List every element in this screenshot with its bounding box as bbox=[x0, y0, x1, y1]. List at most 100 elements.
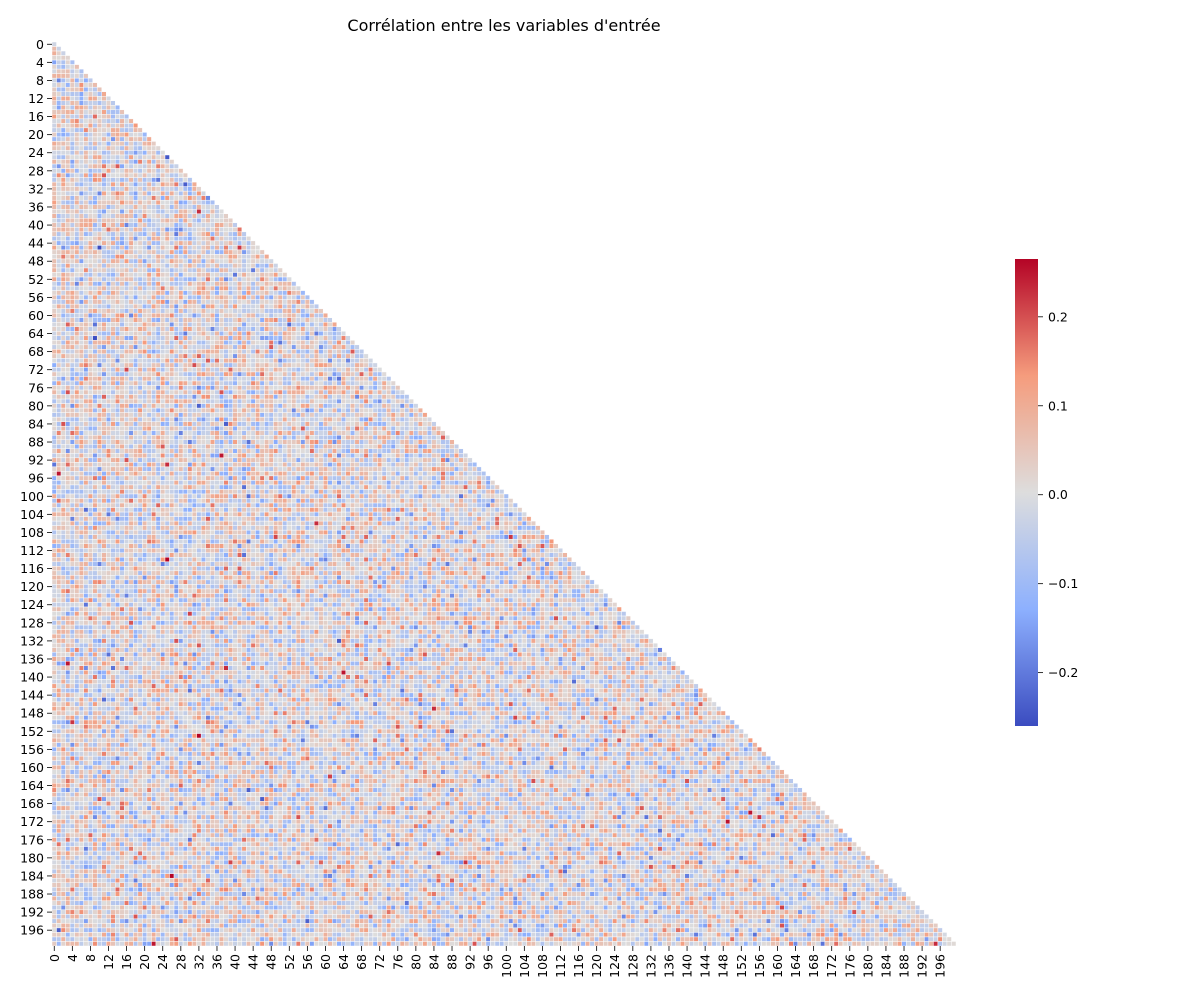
heatmap-cell bbox=[156, 458, 161, 463]
heatmap-cell bbox=[57, 209, 62, 214]
heatmap-cell bbox=[52, 141, 57, 146]
heatmap-cell bbox=[323, 331, 328, 336]
heatmap-cell bbox=[319, 440, 324, 445]
heatmap-cell bbox=[251, 295, 256, 300]
heatmap-cell bbox=[314, 458, 319, 463]
heatmap-cell bbox=[57, 146, 62, 151]
heatmap-cell bbox=[237, 476, 242, 481]
heatmap-cell bbox=[93, 471, 98, 476]
heatmap-cell bbox=[368, 458, 373, 463]
heatmap-cell bbox=[84, 390, 89, 395]
heatmap-cell bbox=[93, 141, 98, 146]
heatmap-cell bbox=[147, 480, 152, 485]
heatmap-cell bbox=[93, 214, 98, 219]
heatmap-cell bbox=[264, 435, 269, 440]
heatmap-cell bbox=[160, 263, 165, 268]
heatmap-cell bbox=[84, 313, 89, 318]
heatmap-cell bbox=[129, 254, 134, 259]
heatmap-cell bbox=[170, 435, 175, 440]
heatmap-cell bbox=[373, 395, 378, 400]
heatmap-cell bbox=[418, 449, 423, 454]
heatmap-cell bbox=[237, 336, 242, 341]
heatmap-cell bbox=[283, 345, 288, 350]
heatmap-cell bbox=[151, 471, 156, 476]
heatmap-cell bbox=[228, 413, 233, 418]
heatmap-cell bbox=[215, 259, 220, 264]
heatmap-cell bbox=[156, 476, 161, 481]
heatmap-cell bbox=[319, 404, 324, 409]
heatmap-cell bbox=[75, 485, 80, 490]
heatmap-cell bbox=[61, 236, 66, 241]
heatmap-cell bbox=[106, 309, 111, 314]
heatmap-cell bbox=[75, 300, 80, 305]
heatmap-cell bbox=[337, 367, 342, 372]
heatmap-cell bbox=[386, 399, 391, 404]
heatmap-cell bbox=[328, 345, 333, 350]
heatmap-cell bbox=[88, 227, 93, 232]
heatmap-cell bbox=[88, 282, 93, 287]
heatmap-cell bbox=[273, 404, 278, 409]
heatmap-cell bbox=[264, 467, 269, 472]
heatmap-cell bbox=[79, 417, 84, 422]
heatmap-cell bbox=[341, 363, 346, 368]
heatmap-cell bbox=[188, 408, 193, 413]
heatmap-cell bbox=[66, 467, 71, 472]
heatmap-cell bbox=[409, 408, 414, 413]
heatmap-cell bbox=[328, 458, 333, 463]
heatmap-cell bbox=[124, 150, 129, 155]
heatmap-cell bbox=[174, 164, 179, 169]
heatmap-cell bbox=[138, 223, 143, 228]
heatmap-cell bbox=[391, 395, 396, 400]
heatmap-cell bbox=[350, 449, 355, 454]
heatmap-cell bbox=[328, 413, 333, 418]
heatmap-cell bbox=[147, 381, 152, 386]
heatmap-cell bbox=[142, 137, 147, 142]
heatmap-cell bbox=[160, 345, 165, 350]
heatmap-cell bbox=[337, 485, 342, 490]
heatmap-cell bbox=[120, 440, 125, 445]
heatmap-cell bbox=[97, 209, 102, 214]
heatmap-cell bbox=[296, 300, 301, 305]
heatmap-cell bbox=[147, 300, 152, 305]
heatmap-cell bbox=[246, 363, 251, 368]
heatmap-cell bbox=[210, 259, 215, 264]
heatmap-cell bbox=[165, 395, 170, 400]
heatmap-cell bbox=[147, 431, 152, 436]
heatmap-cell bbox=[201, 408, 206, 413]
heatmap-cell bbox=[97, 196, 102, 201]
heatmap-cell bbox=[75, 114, 80, 119]
heatmap-cell bbox=[301, 367, 306, 372]
heatmap-cell bbox=[66, 367, 71, 372]
heatmap-cell bbox=[61, 223, 66, 228]
heatmap-cell bbox=[201, 236, 206, 241]
heatmap-cell bbox=[52, 440, 57, 445]
heatmap-cell bbox=[106, 449, 111, 454]
heatmap-cell bbox=[201, 440, 206, 445]
heatmap-cell bbox=[188, 214, 193, 219]
heatmap-cell bbox=[66, 164, 71, 169]
heatmap-cell bbox=[197, 390, 202, 395]
heatmap-cell bbox=[93, 223, 98, 228]
heatmap-cell bbox=[156, 209, 161, 214]
heatmap-cell bbox=[124, 191, 129, 196]
heatmap-cell bbox=[373, 422, 378, 427]
heatmap-cell bbox=[61, 146, 66, 151]
heatmap-cell bbox=[237, 449, 242, 454]
heatmap-cell bbox=[160, 150, 165, 155]
heatmap-cell bbox=[179, 223, 184, 228]
heatmap-cell bbox=[88, 376, 93, 381]
heatmap-cell bbox=[260, 336, 265, 341]
heatmap-cell bbox=[237, 268, 242, 273]
heatmap-cell bbox=[215, 286, 220, 291]
heatmap-cell bbox=[75, 182, 80, 187]
heatmap-cell bbox=[215, 214, 220, 219]
heatmap-cell bbox=[206, 268, 211, 273]
heatmap-cell bbox=[147, 182, 152, 187]
heatmap-cell bbox=[296, 458, 301, 463]
heatmap-cell bbox=[52, 331, 57, 336]
heatmap-cell bbox=[260, 300, 265, 305]
heatmap-cell bbox=[179, 245, 184, 250]
heatmap-cell bbox=[391, 399, 396, 404]
heatmap-cell bbox=[359, 485, 364, 490]
heatmap-cell bbox=[192, 322, 197, 327]
